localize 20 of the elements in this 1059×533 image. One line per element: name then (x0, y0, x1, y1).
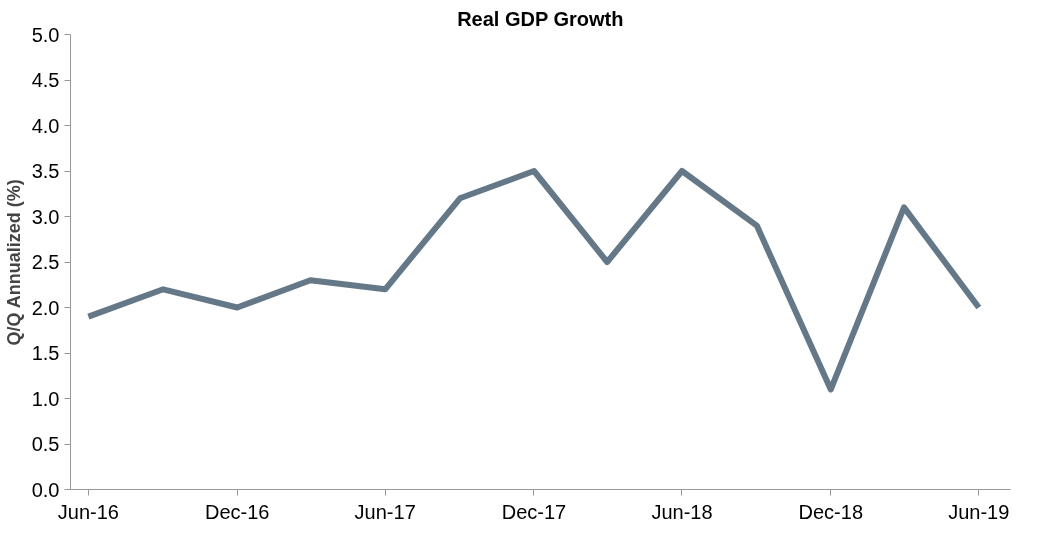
y-tick-label: 2.0 (31, 296, 60, 319)
chart-title: Real GDP Growth (457, 7, 624, 30)
x-tick-label: Jun-17 (354, 500, 416, 523)
y-axis-title: Q/Q Annualized (%) (3, 179, 24, 346)
x-tick-label: Dec-16 (204, 500, 270, 523)
x-tick-label: Jun-19 (948, 500, 1010, 523)
x-tick-label: Dec-18 (798, 500, 864, 523)
y-tick-label: 1.5 (31, 342, 60, 364)
y-tick-label: 3.5 (31, 160, 60, 182)
y-tick-label: 0.5 (31, 433, 60, 455)
y-tick-label: 1.0 (31, 387, 60, 410)
y-tick-label: 2.5 (31, 251, 60, 273)
y-tick-label: 3.0 (31, 205, 60, 228)
x-tick-label: Jun-16 (57, 500, 119, 523)
x-tick-label: Jun-18 (651, 500, 713, 523)
y-tick-label: 5.0 (31, 23, 60, 46)
y-tick-label: 0.0 (31, 478, 60, 501)
y-tick-label: 4.5 (31, 69, 60, 91)
x-tick-label: Dec-17 (501, 500, 567, 523)
y-tick-label: 4.0 (31, 114, 60, 137)
